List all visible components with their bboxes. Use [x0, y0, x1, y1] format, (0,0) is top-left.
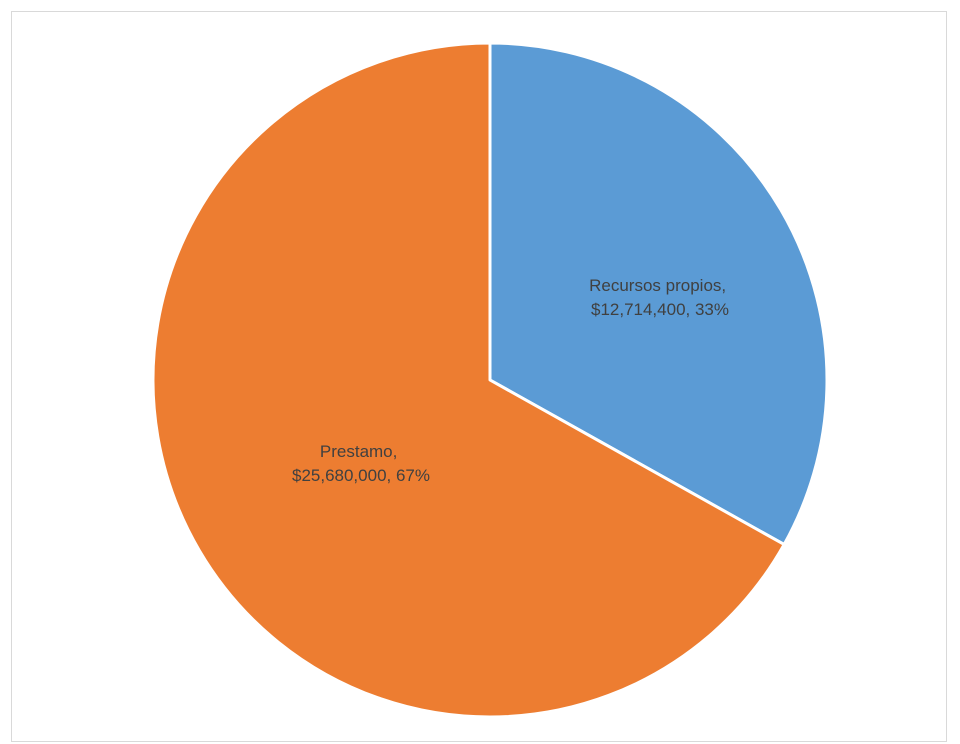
- pie-slice-recursos-propios: [488, 41, 829, 546]
- data-label-prestamo-name: Prestamo,: [320, 442, 397, 461]
- pie-slice-prestamo: [151, 41, 786, 719]
- data-label-recursos-propios: Recursos propios, $12,714,400, 33%: [589, 276, 731, 319]
- data-label-prestamo-value: $25,680,000, 67%: [292, 466, 430, 485]
- data-labels: Recursos propios, $12,714,400, 33% Prest…: [292, 276, 731, 485]
- data-label-recursos-propios-name: Recursos propios,: [589, 276, 726, 295]
- data-label-prestamo: Prestamo, $25,680,000, 67%: [292, 442, 430, 485]
- pie-slices: [151, 41, 829, 719]
- data-label-recursos-propios-value: $12,714,400, 33%: [591, 300, 729, 319]
